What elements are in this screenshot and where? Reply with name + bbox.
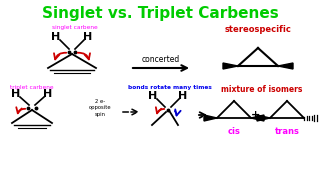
- Text: +: +: [252, 110, 260, 120]
- Text: H: H: [148, 91, 158, 101]
- Polygon shape: [204, 115, 217, 121]
- Text: trans: trans: [275, 127, 300, 136]
- Text: bonds rotate many times: bonds rotate many times: [128, 85, 212, 90]
- Polygon shape: [278, 63, 293, 69]
- Polygon shape: [223, 63, 238, 69]
- Text: H: H: [12, 89, 20, 99]
- Text: triplet carbene: triplet carbene: [10, 85, 54, 90]
- Text: stereospecific: stereospecific: [225, 25, 292, 34]
- Text: concerted: concerted: [142, 55, 180, 64]
- Polygon shape: [257, 115, 270, 121]
- Text: singlet carbene: singlet carbene: [52, 25, 98, 30]
- Text: mixture of isomers: mixture of isomers: [221, 85, 303, 94]
- Text: Singlet vs. Triplet Carbenes: Singlet vs. Triplet Carbenes: [42, 6, 278, 21]
- Polygon shape: [251, 115, 264, 121]
- Text: 2 e-
opposite
spin: 2 e- opposite spin: [89, 99, 111, 117]
- Text: cis: cis: [228, 127, 240, 136]
- Text: H: H: [52, 32, 60, 42]
- Text: H: H: [84, 32, 92, 42]
- Text: H: H: [178, 91, 188, 101]
- Text: H: H: [44, 89, 52, 99]
